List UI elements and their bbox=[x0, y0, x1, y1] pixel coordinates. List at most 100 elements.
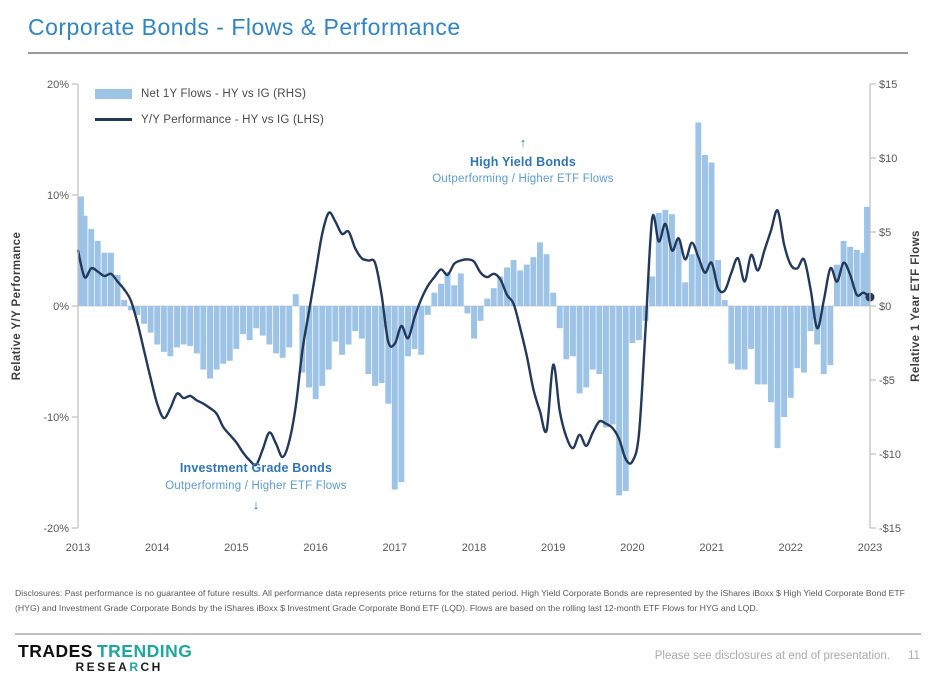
flow-bar bbox=[464, 306, 471, 314]
page-number: 11 bbox=[908, 650, 920, 662]
flow-bar bbox=[589, 306, 596, 370]
up-arrow-icon: ↑ bbox=[519, 135, 527, 150]
flow-bar bbox=[233, 306, 240, 349]
flow-bar bbox=[530, 257, 537, 306]
flow-bar bbox=[774, 306, 781, 449]
flow-bar bbox=[583, 306, 590, 388]
flow-bar bbox=[556, 306, 563, 329]
flow-bar bbox=[728, 306, 735, 364]
flow-bar bbox=[398, 306, 405, 483]
flow-bar bbox=[220, 306, 227, 364]
flow-bar bbox=[748, 306, 755, 349]
flow-bar bbox=[820, 306, 827, 375]
flow-bar bbox=[378, 306, 385, 383]
flow-bar bbox=[662, 209, 669, 306]
x-axis-year-label: 2022 bbox=[779, 542, 803, 554]
flow-bar bbox=[761, 306, 768, 385]
flow-bar bbox=[101, 252, 108, 306]
flow-bar bbox=[187, 306, 194, 346]
flow-bar bbox=[292, 294, 299, 306]
right-axis-tick-label: $0 bbox=[879, 301, 891, 313]
flow-bar bbox=[517, 270, 524, 306]
flow-bar bbox=[147, 306, 154, 333]
left-axis-tick-label: -10% bbox=[43, 412, 69, 424]
flow-bar bbox=[497, 276, 504, 306]
flow-bar bbox=[339, 306, 345, 355]
x-axis-year-label: 2017 bbox=[383, 542, 407, 554]
right-axis-tick-label: $10 bbox=[879, 153, 897, 165]
legend-label-performance: Y/Y Performance - HY vs IG (LHS) bbox=[141, 113, 324, 126]
x-axis-year-label: 2019 bbox=[541, 542, 565, 554]
flow-bar bbox=[226, 306, 233, 361]
legend-item-flows: Net 1Y Flows - HY vs IG (RHS) bbox=[95, 87, 324, 100]
right-axis-tick-label: $5 bbox=[879, 227, 891, 239]
x-axis-year-label: 2016 bbox=[303, 542, 327, 554]
flow-bar bbox=[154, 306, 161, 345]
flow-bar bbox=[860, 252, 867, 306]
right-axis-tick-label: -$15 bbox=[879, 523, 901, 535]
flow-bar bbox=[563, 306, 570, 360]
left-axis-tick-label: -20% bbox=[43, 523, 69, 535]
down-arrow-icon: ↓ bbox=[252, 497, 260, 512]
flow-bar bbox=[259, 306, 266, 336]
x-axis-year-label: 2018 bbox=[462, 542, 486, 554]
legend-label-flows: Net 1Y Flows - HY vs IG (RHS) bbox=[141, 87, 307, 100]
flow-bar bbox=[424, 306, 431, 315]
flow-bar bbox=[207, 306, 213, 379]
flow-bar bbox=[94, 240, 101, 306]
right-axis-tick-label: $15 bbox=[879, 79, 897, 91]
flow-bar bbox=[715, 260, 722, 306]
flow-bar bbox=[134, 306, 141, 315]
flow-bar bbox=[675, 239, 682, 306]
flow-bar bbox=[550, 292, 557, 306]
flow-bar bbox=[193, 306, 200, 354]
flow-bar bbox=[266, 306, 273, 345]
x-axis-year-label: 2013 bbox=[66, 542, 90, 554]
flow-bar bbox=[444, 272, 451, 306]
flow-bar bbox=[537, 242, 543, 306]
bar-swatch-icon bbox=[95, 88, 132, 99]
flow-bar bbox=[864, 206, 870, 306]
flow-bar bbox=[477, 306, 484, 321]
left-axis-tick-label: 20% bbox=[47, 79, 69, 91]
annotation-investment-grade: Investment Grade Bonds Outperforming / H… bbox=[165, 459, 347, 515]
right-axis-title: Relative 1 Year ETF Flows bbox=[910, 230, 922, 382]
line-swatch-icon bbox=[95, 118, 132, 121]
flow-bar bbox=[78, 196, 84, 306]
flow-bar bbox=[273, 306, 279, 354]
x-axis-year-label: 2020 bbox=[620, 542, 644, 554]
flow-bar bbox=[121, 300, 128, 306]
flow-bar bbox=[352, 306, 359, 332]
flow-bar bbox=[108, 252, 114, 306]
flows-performance-chart: 20% 10% 0% -10% -20% $15 $10 $5 $0 -$5 -$10 -$15 201… bbox=[11, 79, 922, 554]
flow-bar bbox=[827, 306, 834, 366]
flow-bar bbox=[807, 306, 814, 332]
right-axis-tick-label: -$10 bbox=[879, 449, 901, 461]
flow-bar bbox=[754, 306, 761, 385]
flow-bar bbox=[418, 306, 425, 355]
flow-bar bbox=[240, 306, 246, 335]
flow-bar bbox=[616, 306, 623, 496]
chart-legend: Net 1Y Flows - HY vs IG (RHS) Y/Y Perfor… bbox=[95, 87, 324, 126]
flow-bar bbox=[174, 306, 180, 348]
x-axis-year-label: 2023 bbox=[858, 542, 882, 554]
flow-bar bbox=[768, 306, 774, 403]
flow-bar bbox=[655, 212, 662, 306]
flow-bar bbox=[834, 264, 840, 306]
flow-bar bbox=[510, 260, 517, 306]
flow-bar bbox=[629, 306, 636, 343]
trades-trending-logo: TRADES TRENDING RESEARCH bbox=[18, 642, 192, 674]
flow-bar bbox=[160, 306, 167, 352]
flow-bar bbox=[504, 267, 510, 306]
flow-bar bbox=[345, 306, 352, 345]
annotation-high-yield-subtitle: Outperforming / Higher ETF Flows bbox=[432, 173, 614, 186]
flow-bar bbox=[721, 300, 728, 306]
flow-bar bbox=[299, 306, 306, 373]
flow-bar bbox=[741, 306, 748, 370]
flow-bar bbox=[801, 306, 807, 373]
flow-bar bbox=[708, 162, 715, 306]
flow-bar bbox=[438, 283, 444, 306]
flow-bar bbox=[457, 273, 464, 306]
flow-bar bbox=[596, 306, 603, 375]
